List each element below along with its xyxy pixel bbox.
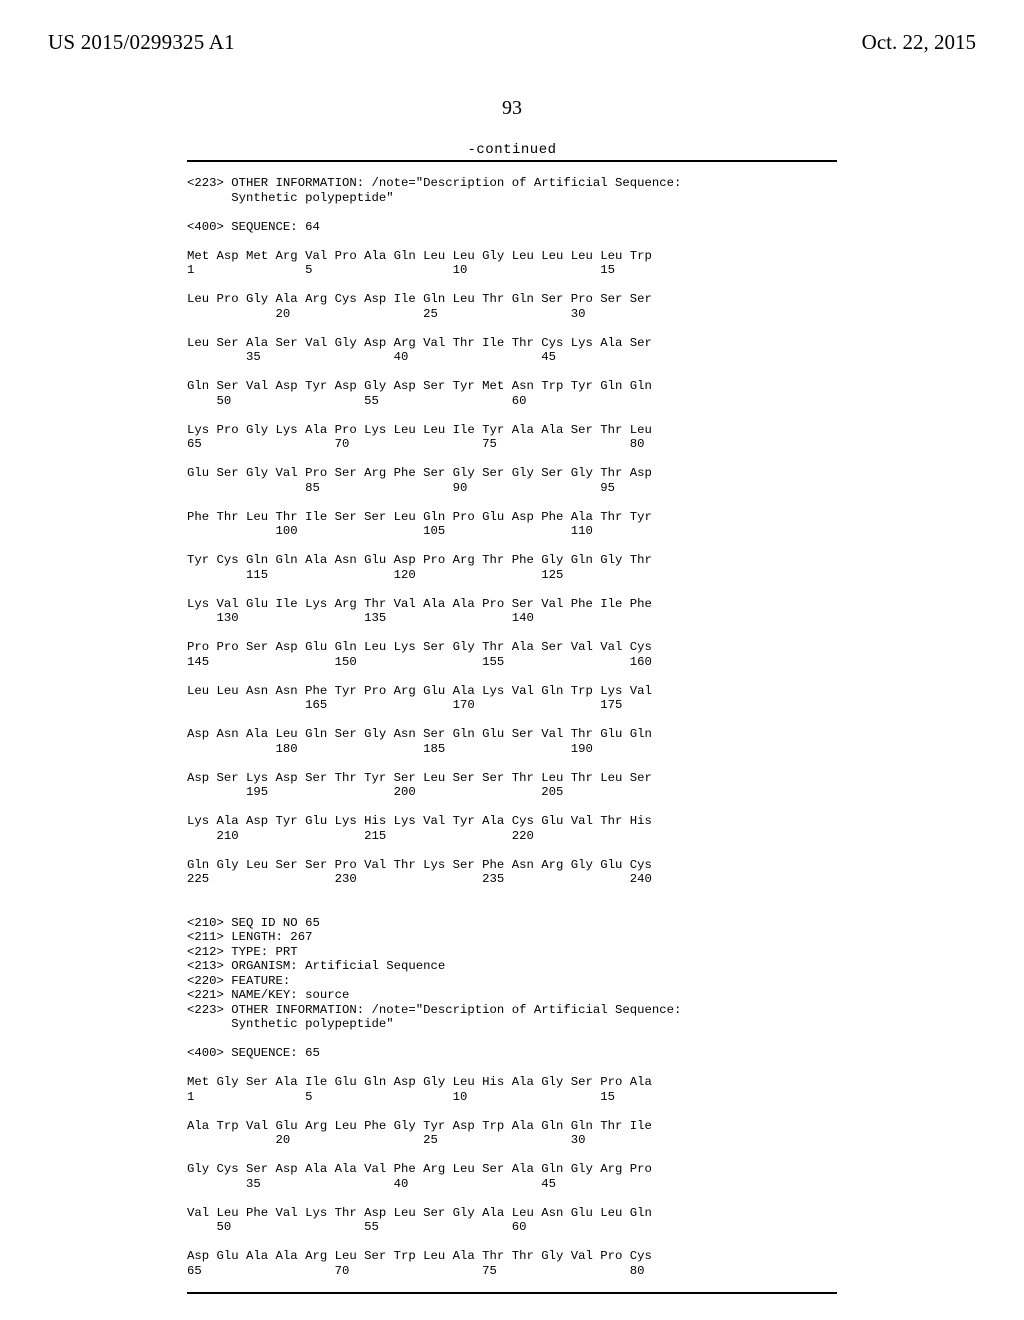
page-header: US 2015/0299325 A1 Oct. 22, 2015 (0, 0, 1024, 59)
continued-label: -continued (0, 142, 1024, 158)
publication-number: US 2015/0299325 A1 (48, 30, 235, 55)
page-number: 93 (0, 97, 1024, 120)
sequence-listing-text: <223> OTHER INFORMATION: /note="Descript… (187, 176, 837, 1278)
publication-date: Oct. 22, 2015 (862, 30, 976, 55)
sequence-listing-block: <223> OTHER INFORMATION: /note="Descript… (187, 160, 837, 1294)
